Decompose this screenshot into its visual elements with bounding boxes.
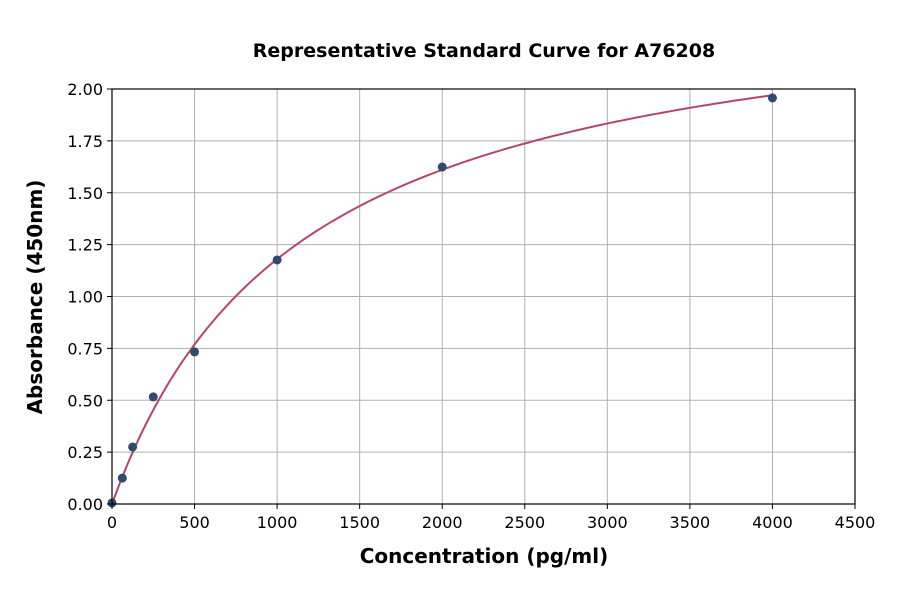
y-tick-label: 2.00 — [67, 80, 103, 99]
data-point — [117, 473, 127, 483]
y-tick-label: 1.25 — [67, 236, 103, 255]
x-tick-label: 1000 — [257, 513, 298, 532]
y-tick-label: 1.75 — [67, 132, 103, 151]
data-point — [272, 255, 282, 265]
data-point — [190, 347, 200, 357]
grid — [111, 88, 856, 505]
x-axis-label: Concentration (pg/ml) — [360, 544, 609, 568]
x-tick-label: 3000 — [587, 513, 628, 532]
x-tick-label: 2500 — [504, 513, 545, 532]
x-tick-label: 4000 — [752, 513, 793, 532]
y-tick-label: 0.00 — [67, 495, 103, 514]
x-tick-label: 3500 — [670, 513, 711, 532]
y-tick-label: 0.50 — [67, 391, 103, 410]
x-tick-label: 500 — [179, 513, 210, 532]
y-axis-label: Absorbance (450nm) — [23, 180, 47, 415]
x-axis-ticks: 0 500 1000 1500 2000 2500 3000 3500 4000 4500 — [107, 504, 875, 532]
x-tick-label: 0 — [107, 513, 117, 532]
y-tick-label: 1.50 — [67, 184, 103, 203]
y-tick-label: 1.00 — [67, 288, 103, 307]
y-tick-label: 0.75 — [67, 339, 103, 358]
x-tick-label: 2000 — [422, 513, 463, 532]
data-point — [437, 162, 447, 172]
chart-title: Representative Standard Curve for A76208 — [253, 40, 715, 62]
data-point — [148, 392, 158, 402]
data-point — [767, 93, 777, 103]
data-point — [128, 442, 138, 452]
y-tick-label: 0.25 — [67, 443, 103, 462]
x-tick-label: 4500 — [835, 513, 876, 532]
y-axis-ticks: 0.00 0.25 0.50 0.75 1.00 1.25 1.50 1.75 2.00 — [67, 80, 112, 514]
x-tick-label: 1500 — [339, 513, 380, 532]
